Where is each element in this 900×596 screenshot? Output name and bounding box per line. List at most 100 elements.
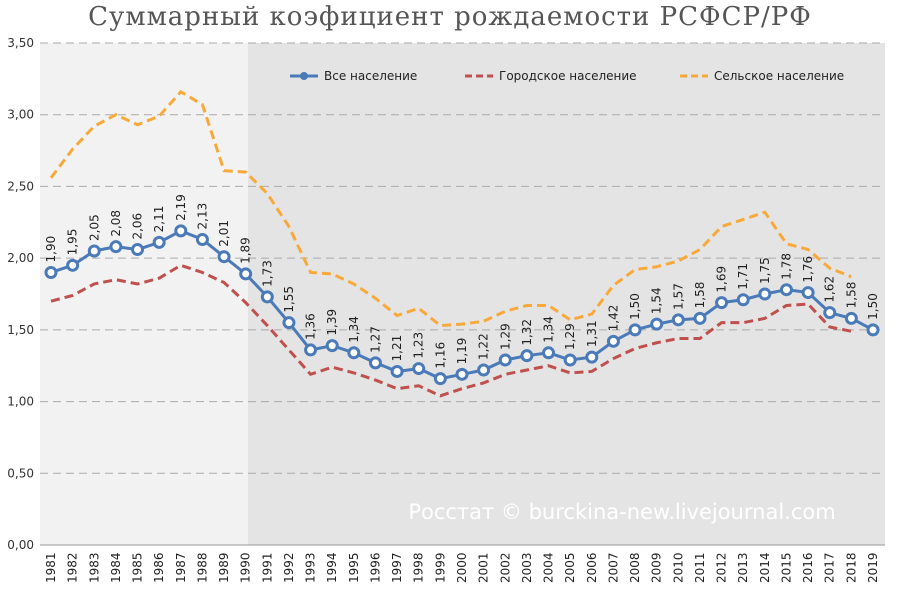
- x-tick-label: 2013: [736, 552, 750, 583]
- x-tick-label: 2011: [693, 552, 707, 583]
- x-tick-label: 1984: [109, 552, 123, 583]
- x-tick-label: 2005: [563, 552, 577, 583]
- chart-title: Суммарный коэфициент рождаемости РСФСР/Р…: [88, 2, 812, 32]
- data-point: [66, 258, 80, 272]
- x-tick-label: 1994: [325, 552, 339, 583]
- data-label: 1,50: [866, 293, 880, 320]
- data-label: 1,89: [239, 237, 253, 264]
- data-label: 1,50: [628, 293, 642, 320]
- data-point: [823, 306, 837, 320]
- data-point: [758, 287, 772, 301]
- data-point: [282, 316, 296, 330]
- data-label: 1,16: [433, 342, 447, 369]
- data-point: [844, 311, 858, 325]
- data-point: [477, 363, 491, 377]
- y-tick-label: 2,50: [7, 179, 34, 193]
- data-point: [671, 313, 685, 327]
- data-label: 1,58: [844, 282, 858, 309]
- data-point: [174, 224, 188, 238]
- x-tick-label: 2007: [606, 552, 620, 583]
- x-tick-label: 2006: [585, 552, 599, 583]
- data-label: 1,73: [260, 260, 274, 287]
- data-point: [304, 343, 318, 357]
- data-point: [195, 232, 209, 246]
- y-tick-label: 1,50: [7, 323, 34, 337]
- x-tick-label: 1981: [44, 552, 58, 583]
- data-label: 1,55: [282, 286, 296, 313]
- x-tick-label: 2012: [715, 552, 729, 583]
- x-tick-label: 2009: [650, 552, 664, 583]
- data-label: 1,34: [347, 316, 361, 343]
- data-point: [693, 311, 707, 325]
- x-tick-label: 2019: [866, 552, 880, 583]
- data-point: [260, 290, 274, 304]
- data-label: 2,13: [195, 203, 209, 230]
- x-tick-label: 2000: [455, 552, 469, 583]
- x-tick-label: 1989: [217, 552, 231, 583]
- data-label: 1,95: [66, 229, 80, 256]
- x-tick-label: 2002: [498, 552, 512, 583]
- x-tick-label: 1992: [282, 552, 296, 583]
- data-point: [585, 350, 599, 364]
- y-tick-label: 0,50: [7, 466, 34, 480]
- data-point: [412, 362, 426, 376]
- data-point: [87, 244, 101, 258]
- data-label: 1,58: [693, 282, 707, 309]
- x-tick-label: 2010: [671, 552, 685, 583]
- data-label: 1,36: [304, 313, 318, 340]
- data-point: [715, 296, 729, 310]
- x-tick-label: 1997: [390, 552, 404, 583]
- x-tick-label: 1990: [239, 552, 253, 583]
- x-tick-label: 2003: [520, 552, 534, 583]
- data-point: [239, 267, 253, 281]
- data-point: [563, 353, 577, 367]
- data-point: [866, 323, 880, 337]
- data-label: 2,05: [87, 214, 101, 241]
- x-tick-label: 1991: [260, 552, 274, 583]
- data-point: [109, 240, 123, 254]
- y-tick-label: 3,50: [7, 36, 34, 50]
- data-point: [520, 349, 534, 363]
- x-tick-label: 1983: [87, 552, 101, 583]
- x-tick-label: 2014: [758, 552, 772, 583]
- data-label: 1,90: [44, 236, 58, 263]
- data-point: [433, 372, 447, 386]
- data-point: [801, 286, 815, 300]
- data-point: [628, 323, 642, 337]
- y-tick-label: 1,00: [7, 395, 34, 409]
- y-tick-label: 2,00: [7, 251, 34, 265]
- data-label: 1,21: [390, 335, 404, 362]
- watermark: Росстат © burckina-new.livejournal.com: [408, 500, 835, 524]
- data-point: [325, 339, 339, 353]
- data-label: 1,42: [606, 305, 620, 332]
- data-point: [455, 367, 469, 381]
- data-point: [606, 334, 620, 348]
- data-label: 1,22: [477, 333, 491, 360]
- x-tick-label: 1998: [412, 552, 426, 583]
- x-tick-label: 2015: [779, 552, 793, 583]
- legend-marker: [300, 72, 308, 80]
- x-tick-label: 1999: [433, 552, 447, 583]
- data-label: 2,06: [131, 213, 145, 240]
- data-point: [736, 293, 750, 307]
- legend-label: Все население: [324, 69, 417, 83]
- data-point: [779, 283, 793, 297]
- data-point: [217, 250, 231, 264]
- data-label: 1,71: [736, 263, 750, 290]
- data-point: [650, 317, 664, 331]
- data-point: [368, 356, 382, 370]
- data-label: 1,54: [650, 287, 664, 314]
- data-point: [390, 364, 404, 378]
- x-tick-label: 2016: [801, 552, 815, 583]
- x-tick-label: 2001: [477, 552, 491, 583]
- data-label: 1,29: [498, 323, 512, 350]
- data-label: 1,29: [563, 323, 577, 350]
- x-tick-label: 1986: [152, 552, 166, 583]
- data-label: 1,62: [823, 276, 837, 303]
- data-label: 1,75: [758, 257, 772, 284]
- data-label: 2,08: [109, 210, 123, 237]
- data-label: 1,34: [542, 316, 556, 343]
- data-point: [44, 265, 58, 279]
